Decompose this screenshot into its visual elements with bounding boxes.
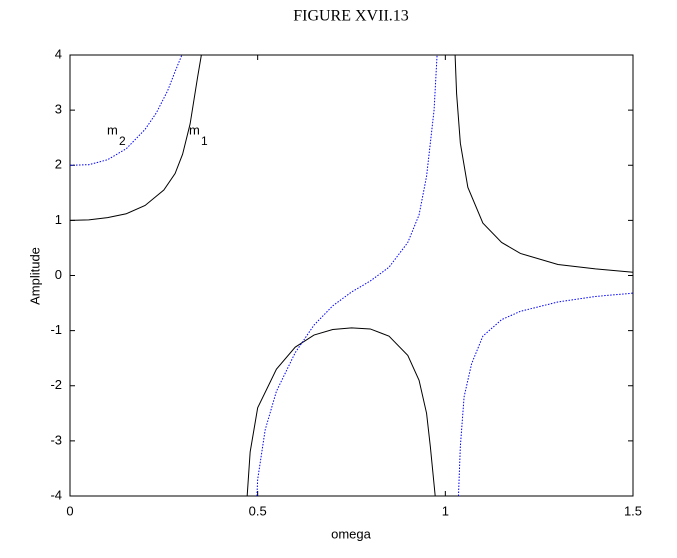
annotation-subscript: 2 — [119, 134, 126, 148]
y-tick-label: 3 — [55, 102, 62, 117]
y-tick-label: -2 — [50, 377, 62, 392]
x-tick-label: 1.5 — [624, 503, 642, 518]
y-axis-label: Amplitude — [27, 247, 42, 305]
x-tick-label: 0 — [66, 503, 73, 518]
x-axis-label: omega — [331, 526, 372, 541]
series-line — [69, 54, 634, 497]
series-line — [69, 54, 634, 497]
x-tick-label: 1 — [442, 503, 449, 518]
y-tick-label: 4 — [55, 46, 62, 61]
y-tick-label: -4 — [50, 487, 62, 502]
y-tick-label: 1 — [55, 212, 62, 227]
chart-title: FIGURE XVII.13 — [293, 8, 409, 25]
y-tick-label: -3 — [50, 432, 62, 447]
annotation: m — [189, 122, 200, 137]
y-tick-label: 0 — [55, 267, 62, 282]
y-tick-label: -1 — [50, 322, 62, 337]
annotation-subscript: 1 — [201, 134, 208, 148]
y-tick-label: 2 — [55, 157, 62, 172]
x-tick-label: 0.5 — [249, 503, 267, 518]
annotation: m — [107, 122, 118, 137]
